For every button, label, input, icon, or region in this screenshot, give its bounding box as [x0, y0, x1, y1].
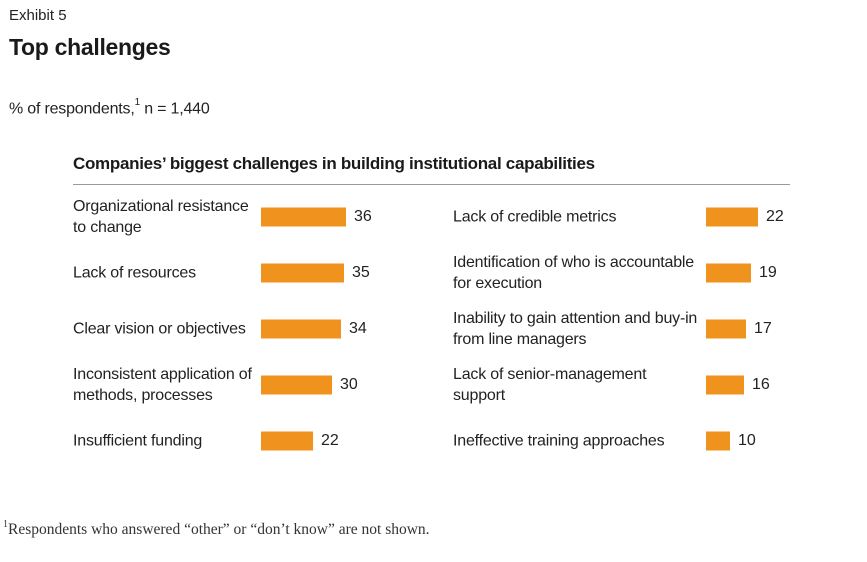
chart-row: Identification of who is accountable for…	[453, 251, 793, 295]
chart-row: Lack of senior-management support 16	[453, 363, 793, 407]
chart-row: Lack of resources 35	[73, 251, 373, 295]
chart-row: Clear vision or objectives 34	[73, 307, 373, 351]
chart-row: Lack of credible metrics 22	[453, 195, 793, 239]
value-label: 16	[752, 376, 770, 393]
value-label: 35	[352, 264, 370, 281]
category-label: Insufficient funding	[73, 432, 203, 450]
bar	[706, 375, 744, 395]
bar	[261, 207, 346, 227]
category-label: Ineffective training approaches	[453, 432, 665, 450]
chart-title: Companies’ biggest challenges in buildin…	[73, 154, 595, 173]
bar	[706, 263, 751, 283]
bar	[261, 319, 341, 339]
value-label: 30	[340, 376, 358, 393]
value-label: 22	[766, 208, 784, 225]
category-label: Lack of credible metrics	[453, 208, 617, 226]
value-label: 17	[754, 320, 772, 337]
category-label: Inconsistent application of methods, pro…	[73, 366, 252, 404]
footnote: 1Respondents who answered “other” or “do…	[3, 519, 430, 539]
value-label: 10	[738, 432, 756, 449]
value-label: 34	[349, 320, 367, 337]
category-label: Clear vision or objectives	[73, 320, 246, 338]
chart-row: Inconsistent application of methods, pro…	[73, 363, 373, 407]
value-label: 22	[321, 432, 339, 449]
category-label: Inability to gain attention and buy-in f…	[453, 310, 698, 348]
subtitle-footnote-marker: 1	[134, 97, 141, 108]
footnote-text: Respondents who answered “other” or “don…	[8, 521, 430, 539]
chart-row: Organizational resistance to change 36	[73, 195, 373, 239]
value-label: 36	[354, 208, 372, 225]
bar	[706, 207, 758, 227]
category-label: Lack of senior-management support	[453, 366, 647, 404]
chart-title-rule	[73, 184, 790, 185]
bar	[261, 431, 313, 451]
subtitle-unit: % of respondents,	[9, 100, 135, 118]
exhibit-label: Exhibit 5	[9, 7, 67, 24]
value-label: 19	[759, 264, 777, 281]
subtitle-sample-size: n = 1,440	[139, 100, 210, 118]
category-label: Organizational resistance to change	[73, 198, 249, 236]
bar	[706, 319, 746, 339]
chart-row: Inability to gain attention and buy-in f…	[453, 307, 793, 351]
category-label: Identification of who is accountable for…	[453, 254, 694, 292]
bar	[261, 375, 332, 395]
bar	[706, 431, 730, 451]
footnote-marker: 1	[3, 519, 8, 530]
chart-row: Insufficient funding 22	[73, 419, 373, 463]
chart-row: Ineffective training approaches 10	[453, 419, 793, 463]
page-title: Top challenges	[9, 34, 171, 60]
bar	[261, 263, 344, 283]
chart-subtitle: % of respondents,1 n = 1,440	[9, 97, 210, 118]
category-label: Lack of resources	[73, 264, 196, 282]
